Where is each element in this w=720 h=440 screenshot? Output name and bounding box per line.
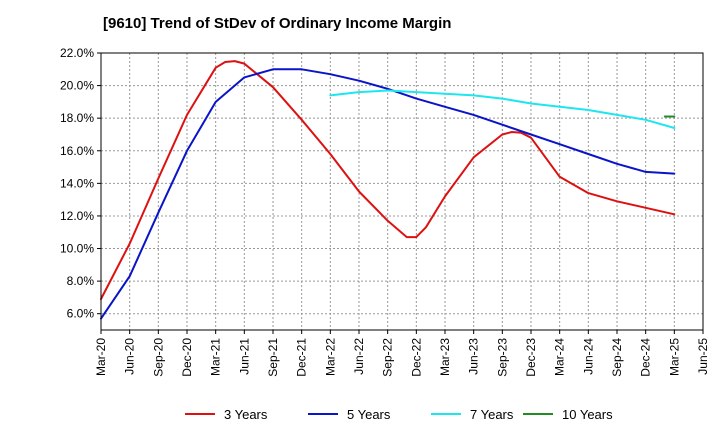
x-tick-label: Mar-23	[438, 338, 452, 376]
series-line-5-years	[100, 68, 676, 320]
plot-frame	[100, 52, 704, 331]
x-tick-label: Jun-24	[581, 338, 595, 375]
x-tick-label: Jun-20	[123, 338, 137, 375]
x-tick-label: Sep-23	[495, 338, 509, 377]
legend-label: 10 Years	[562, 407, 613, 422]
x-tick-label: Sep-22	[381, 338, 395, 377]
legend-label: 7 Years	[470, 407, 514, 422]
series-line-3-years	[100, 60, 676, 300]
x-tick-label: Dec-22	[409, 338, 423, 377]
chart-title: [9610] Trend of StDev of Ordinary Income…	[103, 15, 451, 32]
x-tick-label: Sep-20	[151, 338, 165, 377]
y-tick-label: 14.0%	[60, 176, 94, 190]
x-tick-label: Dec-23	[524, 338, 538, 377]
x-tick-label: Dec-20	[180, 338, 194, 377]
x-tick-label: Jun-21	[237, 338, 251, 375]
x-axis: Mar-20 Jun-20 Sep-20 Dec-20 Mar-21 Jun-21 Sep-…	[94, 330, 710, 377]
legend-label: 5 Years	[347, 407, 391, 422]
y-tick-label: 20.0%	[60, 79, 94, 93]
legend-label: 3 Years	[224, 407, 268, 422]
x-tick-label: Mar-24	[553, 338, 567, 376]
x-tick-label: Dec-24	[639, 338, 653, 377]
y-tick-label: 10.0%	[60, 242, 94, 256]
y-tick-label: 16.0%	[60, 144, 94, 158]
y-tick-label: 22.0%	[60, 46, 94, 60]
x-tick-label: Sep-24	[610, 338, 624, 377]
legend: 3 Years 5 Years 7 Years 10 Years	[185, 407, 613, 422]
series-group	[100, 60, 676, 320]
x-tick-label: Mar-22	[323, 338, 337, 376]
x-tick-label: Dec-21	[295, 338, 309, 377]
y-tick-label: 6.0%	[67, 307, 95, 321]
y-tick-label: 12.0%	[60, 209, 94, 223]
y-tick-label: 8.0%	[67, 274, 95, 288]
y-tick-label: 18.0%	[60, 111, 94, 125]
series-line-7-years	[329, 89, 676, 129]
x-tick-label: Mar-20	[94, 338, 108, 376]
x-tick-label: Mar-25	[667, 338, 681, 376]
x-tick-label: Jun-22	[352, 338, 366, 375]
x-tick-label: Sep-21	[266, 338, 280, 377]
x-tick-label: Mar-21	[209, 338, 223, 376]
x-tick-label: Jun-23	[467, 338, 481, 375]
y-axis: 6.0% 8.0% 10.0% 12.0% 14.0% 16.0% 18.0% 20.0% 22…	[60, 46, 101, 321]
x-tick-label: Jun-25	[696, 338, 710, 375]
